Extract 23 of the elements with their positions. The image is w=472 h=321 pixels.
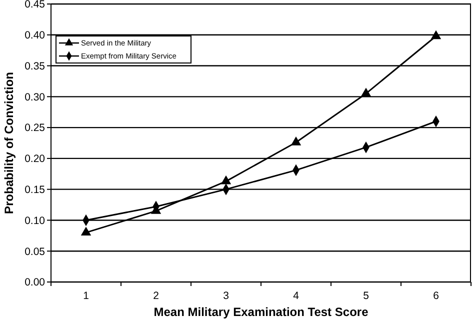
point — [290, 136, 302, 146]
x-tick-label: 5 — [363, 290, 370, 302]
x-axis-title: Mean Military Examination Test Score — [154, 305, 369, 319]
x-tick-label: 3 — [223, 290, 230, 302]
point — [220, 175, 232, 184]
y-tick-label: 0.00 — [24, 276, 46, 289]
point — [360, 88, 372, 97]
y-tick-label: 0.35 — [24, 60, 46, 72]
y-tick-label: 0.05 — [24, 246, 46, 258]
y-tick-label: 0.25 — [24, 122, 46, 134]
y-axis-title: Probability of Conviction — [2, 72, 16, 214]
x-tick-label: 6 — [433, 290, 440, 302]
x-tick-label: 2 — [153, 290, 160, 302]
y-tick-label: 0.10 — [24, 214, 46, 227]
y-tick-label: 0.40 — [24, 30, 46, 42]
y-tick-label: 0.15 — [24, 184, 46, 196]
point — [430, 30, 442, 40]
y-tick-label: 0.45 — [24, 0, 46, 11]
x-tick-label: 1 — [83, 290, 90, 302]
y-tick-label: 0.30 — [24, 91, 46, 104]
x-tick-label: 4 — [293, 290, 300, 302]
y-tick-label: 0.20 — [24, 153, 46, 166]
point — [80, 226, 92, 236]
